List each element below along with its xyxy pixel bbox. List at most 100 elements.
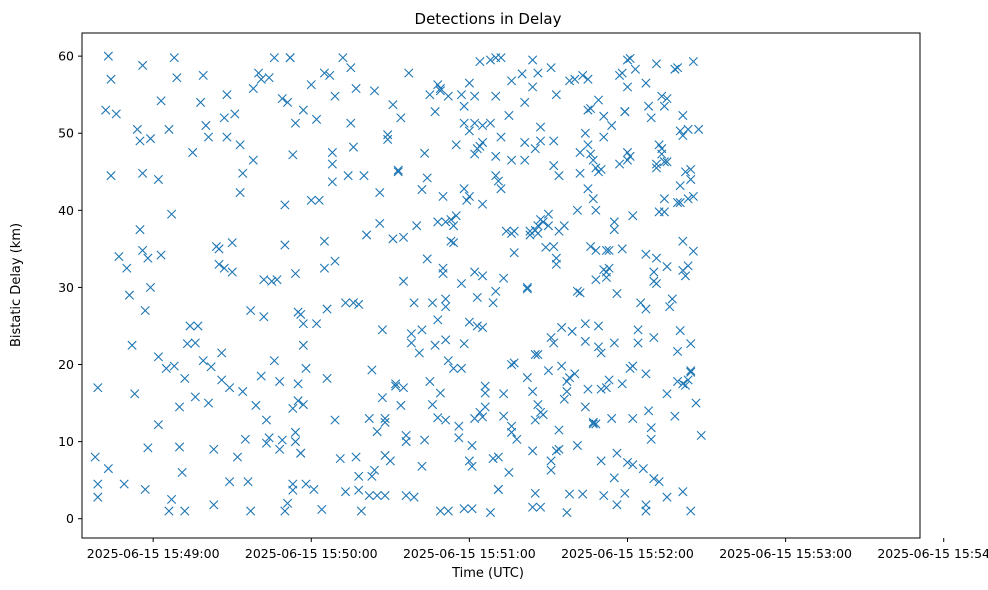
data-point <box>459 339 469 349</box>
data-point <box>435 388 445 398</box>
data-point <box>580 336 590 346</box>
data-point <box>246 305 256 316</box>
data-point <box>538 217 548 227</box>
data-point <box>448 238 459 248</box>
data-point <box>261 415 272 425</box>
data-point <box>570 369 580 379</box>
data-point <box>572 205 583 215</box>
data-point <box>654 477 664 487</box>
data-point <box>680 167 691 177</box>
data-point <box>596 348 606 358</box>
data-point <box>470 413 480 424</box>
data-point <box>607 120 617 131</box>
data-point <box>567 326 577 336</box>
data-point <box>227 238 237 248</box>
data-point <box>456 90 467 100</box>
data-point <box>195 97 206 107</box>
data-point <box>480 381 490 391</box>
data-point <box>377 393 388 403</box>
data-point <box>601 272 611 282</box>
data-point <box>343 171 353 181</box>
data-point <box>433 413 443 423</box>
data-point <box>464 126 474 136</box>
data-point <box>454 433 464 443</box>
data-point <box>680 271 691 281</box>
data-point <box>172 73 182 83</box>
data-point <box>504 467 514 478</box>
data-point <box>601 383 611 393</box>
y-tick-label: 60 <box>58 49 74 64</box>
data-point <box>588 155 598 165</box>
data-point <box>311 319 322 329</box>
data-point <box>198 356 208 366</box>
data-point <box>533 221 543 231</box>
data-point <box>285 53 295 63</box>
data-point <box>575 147 585 158</box>
data-point <box>506 76 517 86</box>
data-point <box>496 132 506 142</box>
data-point <box>485 55 496 65</box>
data-point <box>298 340 308 350</box>
data-point <box>224 477 235 487</box>
data-point <box>470 91 480 101</box>
data-point <box>275 376 285 387</box>
data-point <box>277 93 287 104</box>
data-point <box>509 358 519 368</box>
data-point <box>593 342 604 352</box>
data-point <box>406 329 416 339</box>
data-point <box>499 389 509 399</box>
data-point <box>201 120 211 131</box>
data-point <box>433 217 443 227</box>
data-point <box>643 101 654 111</box>
data-point <box>219 263 229 273</box>
data-point <box>433 315 443 325</box>
data-point <box>93 492 103 502</box>
data-point <box>435 83 445 94</box>
data-point <box>293 396 303 406</box>
data-point <box>672 63 683 73</box>
data-point <box>414 348 424 358</box>
data-point <box>599 111 609 121</box>
data-point <box>651 278 662 289</box>
data-point <box>290 427 301 437</box>
data-point <box>686 174 696 185</box>
data-point <box>182 339 192 349</box>
data-point <box>596 384 606 394</box>
y-axis-label: Bistatic Delay (km) <box>9 223 24 347</box>
data-point <box>288 403 298 414</box>
data-point <box>435 506 445 516</box>
data-point <box>203 398 214 408</box>
data-point <box>243 477 253 487</box>
data-point <box>546 63 556 73</box>
data-point <box>174 402 185 412</box>
data-point <box>206 362 216 372</box>
data-point <box>298 400 308 410</box>
data-point <box>177 467 187 478</box>
data-point <box>586 149 596 159</box>
data-point <box>533 349 543 360</box>
data-point <box>464 456 474 466</box>
data-point <box>375 218 385 229</box>
data-point <box>643 406 654 416</box>
data-point <box>636 298 646 308</box>
chart-title: Detections in Delay <box>415 10 562 28</box>
data-point <box>372 427 382 437</box>
data-point <box>583 140 593 150</box>
data-point <box>161 363 171 373</box>
data-point <box>599 132 609 142</box>
data-point <box>586 103 596 114</box>
data-point <box>164 506 174 516</box>
data-point <box>657 91 667 101</box>
data-point <box>622 55 633 65</box>
data-point <box>614 159 625 169</box>
data-point <box>686 506 696 516</box>
data-point <box>662 262 672 272</box>
data-point <box>625 53 635 64</box>
data-point <box>354 485 364 495</box>
data-point <box>401 437 411 447</box>
data-point <box>193 321 203 331</box>
data-point <box>562 376 572 387</box>
data-point <box>459 118 469 128</box>
data-point <box>499 273 509 283</box>
